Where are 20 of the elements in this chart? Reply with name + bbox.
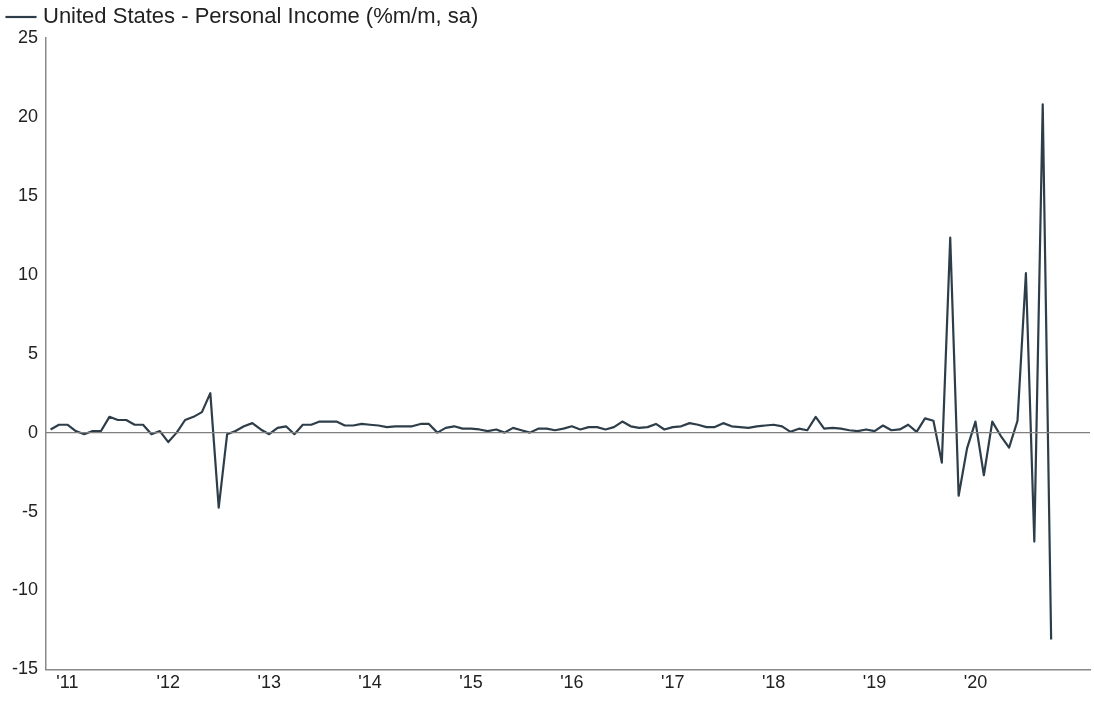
x-tick-label: '20 (963, 672, 988, 693)
x-tick-label: '16 (560, 672, 584, 693)
y-tick-label: 10 (17, 263, 39, 284)
x-tick-label: '14 (358, 672, 382, 693)
y-tick-label: -5 (22, 500, 39, 521)
x-tick-label: '18 (761, 672, 786, 693)
x-tick-label: '17 (661, 672, 685, 693)
x-tick-label: '19 (862, 672, 887, 693)
x-tick-label: '12 (156, 672, 181, 693)
y-tick-label: -10 (12, 579, 39, 600)
y-tick-label: 5 (28, 342, 39, 363)
x-tick-label: '13 (257, 672, 281, 693)
y-tick-label: 0 (28, 421, 39, 442)
y-tick-label: 20 (17, 105, 39, 126)
y-tick-label: 25 (17, 26, 39, 47)
x-tick-label: '15 (459, 672, 483, 693)
y-tick-label: 15 (17, 184, 39, 205)
legend-label: United States - Personal Income (%m/m, sa) (43, 3, 479, 29)
x-tick-label: '11 (56, 672, 79, 693)
y-tick-label: -15 (12, 658, 39, 679)
